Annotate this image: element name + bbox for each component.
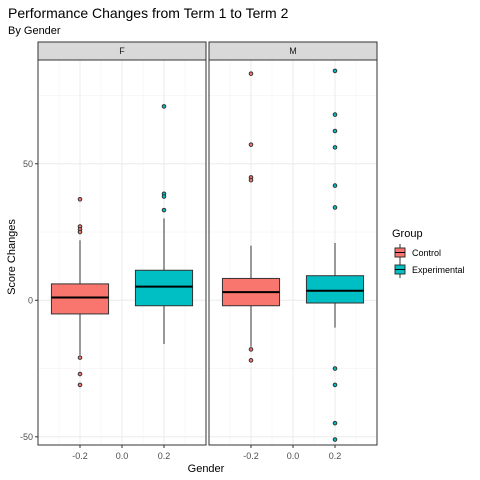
outlier-point [248,142,254,147]
outlier-point [161,207,167,213]
outlier-point [332,68,338,74]
outlier-point [332,205,338,210]
outlier-point [332,112,338,117]
outlier-point [248,358,254,363]
chart-title: Performance Changes from Term 1 to Term … [8,5,289,21]
outlier-point [77,355,83,360]
legend-label: Control [412,248,441,258]
outlier-point [332,437,338,442]
legend-title: Group [392,228,423,240]
box-experimental [134,104,194,344]
legend: Group Control Experimental [392,228,465,278]
y-tick-label: -50 [20,432,33,442]
y-axis-title: Score Changes [6,219,18,295]
outlier-point [248,71,254,76]
box-control [50,196,110,388]
box-iqr [134,269,194,307]
outlier-point [332,128,338,134]
outlier-point [332,420,338,426]
outlier-point [77,382,83,388]
outlier-point [332,382,338,388]
legend-item-experimental: Experimental [394,261,465,278]
legend-label: Experimental [412,265,465,275]
y-axis: -50 0 50 [20,159,38,442]
facet-strip-label: M [289,46,297,56]
x-tick-label: 0.0 [116,451,129,461]
outlier-point [161,194,167,199]
box-iqr [305,275,365,304]
outlier-point [332,183,338,188]
outlier-point [77,371,83,377]
x-tick-label: -0.2 [72,451,88,461]
box-iqr [50,283,110,315]
y-tick-label: 50 [23,159,33,169]
box-experimental [305,68,365,442]
outlier-point [248,177,254,183]
facet-strip-label: F [119,46,125,56]
facet-panel-F: F -0.2 0.0 0.2 [37,41,207,461]
outlier-point [161,104,167,109]
box-control [221,71,281,363]
x-tick-label: 0.2 [329,451,342,461]
outlier-point [77,196,83,202]
x-tick-label: 0.2 [158,451,171,461]
outlier-point [77,229,83,235]
outlier-point [332,366,338,371]
facet-panel-M: M -0.2 0.0 0.2 [208,41,378,461]
outlier-point [248,347,254,352]
y-tick-label: 0 [28,295,33,305]
facet-panels: F -0.2 0.0 0.2 M -0.2 0.0 0.2 [37,41,378,461]
x-axis-title: Gender [188,463,225,475]
legend-item-control: Control [394,244,441,261]
chart-subtitle: By Gender [8,25,61,37]
x-tick-label: -0.2 [243,451,259,461]
x-tick-label: 0.0 [287,451,300,461]
outlier-point [332,145,338,150]
